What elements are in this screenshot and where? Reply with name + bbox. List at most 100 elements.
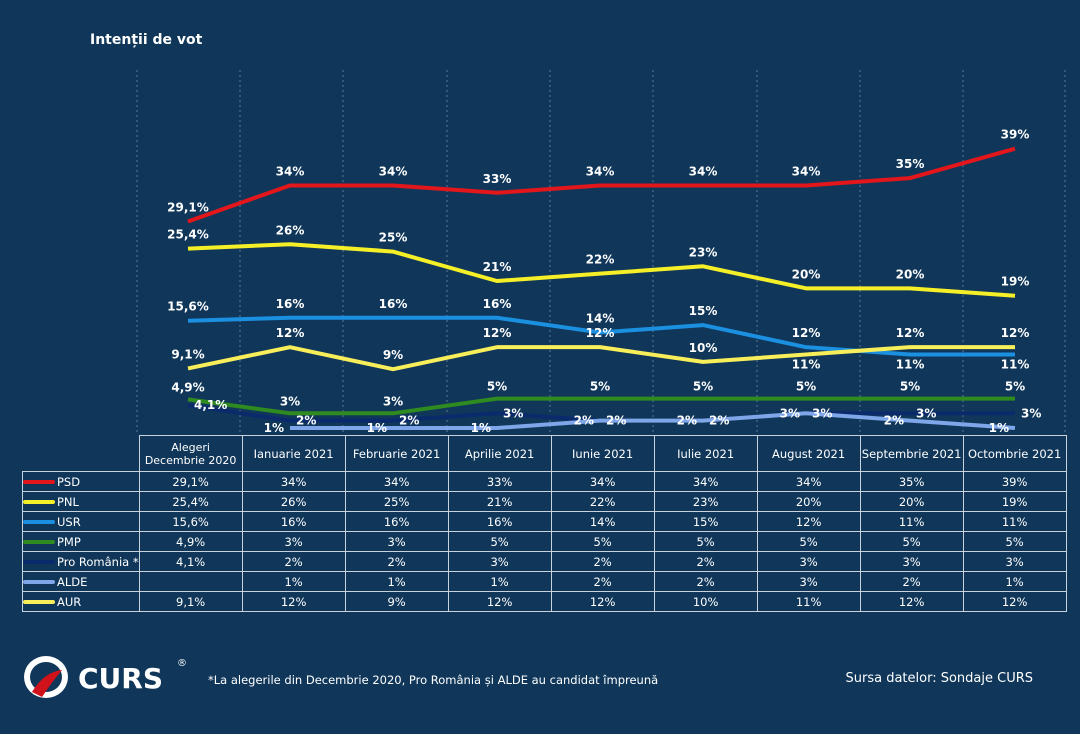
data-label: 2% — [709, 414, 729, 428]
data-label: 34% — [792, 164, 821, 178]
table-cell: 3% — [241, 531, 346, 552]
data-label: 9% — [383, 348, 403, 362]
data-label: 5% — [1005, 380, 1025, 394]
data-label: 14% — [586, 311, 615, 325]
table-cell: 20% — [859, 491, 964, 512]
data-label: 20% — [792, 267, 821, 281]
table-cell: 3% — [756, 571, 861, 592]
data-label: 3% — [916, 406, 936, 420]
series-line-alde — [290, 411, 1016, 430]
data-label: 16% — [379, 297, 408, 311]
data-label: 15% — [689, 304, 718, 318]
data-label: 33% — [483, 172, 512, 186]
svg-text:®: ® — [177, 658, 187, 669]
table-cell: 3% — [344, 531, 449, 552]
data-label: 34% — [586, 164, 615, 178]
table-cell: 10% — [653, 591, 758, 612]
table-cell: 11% — [962, 511, 1067, 532]
svg-text:CURS: CURS — [78, 662, 163, 695]
series-name: PNL — [57, 494, 79, 509]
series-legend: USR — [22, 511, 140, 532]
table-cell: 16% — [344, 511, 449, 532]
table-row: ALDE 1% 1% 1% 2% 2% 3% 2% 1% — [22, 571, 1067, 592]
table-cell: 2% — [550, 571, 655, 592]
series-name: PMP — [57, 534, 81, 549]
table-cell: 4,1% — [138, 551, 243, 572]
table-cell: 3% — [756, 551, 861, 572]
table-cell: 5% — [859, 531, 964, 552]
data-label: 22% — [586, 253, 615, 267]
column-header: Alegeri Decembrie 2020 — [138, 435, 243, 472]
data-label: 5% — [796, 380, 816, 394]
table-cell: 2% — [550, 551, 655, 572]
table-cell: 12% — [550, 591, 655, 612]
table-cell: 9,1% — [138, 591, 243, 612]
column-header: August 2021 — [756, 435, 861, 472]
table-cell: 1% — [962, 571, 1067, 592]
legend-swatch — [23, 480, 55, 484]
table-cell: 16% — [447, 511, 552, 532]
data-label: 29,1% — [167, 200, 209, 214]
table-cell: 34% — [344, 471, 449, 492]
data-label: 3% — [1021, 406, 1041, 420]
data-label: 34% — [689, 164, 718, 178]
series-legend: PNL — [22, 491, 140, 512]
table-cell: 19% — [962, 491, 1067, 512]
data-label: 11% — [1001, 358, 1030, 372]
legend-swatch — [23, 520, 55, 524]
table-cell: 5% — [653, 531, 758, 552]
column-header: Aprilie 2021 — [447, 435, 552, 472]
column-header: Iulie 2021 — [653, 435, 758, 472]
series-line-psd — [187, 146, 1016, 224]
table-cell: 34% — [550, 471, 655, 492]
data-label: 12% — [483, 326, 512, 340]
data-label: 2% — [606, 414, 626, 428]
series-name: ALDE — [57, 574, 88, 589]
table-cell: 12% — [756, 511, 861, 532]
legend-swatch — [23, 540, 55, 544]
data-label: 5% — [590, 380, 610, 394]
table-cell: 5% — [550, 531, 655, 552]
table-cell: 1% — [344, 571, 449, 592]
data-label: 2% — [884, 414, 904, 428]
column-header: Septembrie 2021 — [859, 435, 964, 472]
data-label: 1% — [264, 421, 284, 435]
table-row: PMP 4,9% 3% 3% 5% 5% 5% 5% 5% 5% — [22, 531, 1067, 552]
table-cell: 9% — [344, 591, 449, 612]
table-cell: 3% — [962, 551, 1067, 572]
series-legend: PSD — [22, 471, 140, 492]
data-label: 1% — [367, 421, 387, 435]
table-cell: 2% — [859, 571, 964, 592]
table-cell: 11% — [859, 511, 964, 532]
table-row: PSD 29,1% 34% 34% 33% 34% 34% 34% 35% 39% — [22, 471, 1067, 492]
header-blank — [23, 436, 140, 472]
data-label: 4,9% — [171, 380, 204, 394]
curs-logo: CURS ® — [24, 656, 187, 698]
table-cell: 29,1% — [138, 471, 243, 492]
data-label: 3% — [780, 406, 800, 420]
data-label: 12% — [1001, 326, 1030, 340]
table-cell: 5% — [447, 531, 552, 552]
chart-title: Intenții de vot — [90, 32, 203, 48]
data-label: 25% — [379, 231, 408, 245]
data-label: 5% — [487, 380, 507, 394]
table-cell: 11% — [756, 591, 861, 612]
footnote: *La alegerile din Decembrie 2020, Pro Ro… — [208, 673, 659, 687]
legend-swatch — [23, 600, 55, 604]
table-cell: 21% — [447, 491, 552, 512]
data-label: 1% — [471, 421, 491, 435]
data-table: Alegeri Decembrie 2020 Ianuarie 2021 Febru… — [22, 435, 1067, 612]
legend-swatch — [23, 580, 55, 584]
data-label: 26% — [276, 223, 305, 237]
table-cell: 33% — [447, 471, 552, 492]
series-line-pnl — [187, 242, 1016, 298]
data-label: 23% — [689, 245, 718, 259]
table-cell: 2% — [241, 551, 346, 572]
table-cell: 15,6% — [138, 511, 243, 532]
series-legend: Pro România * — [22, 551, 140, 572]
data-label: 11% — [896, 358, 925, 372]
data-label: 2% — [296, 414, 316, 428]
data-label: 12% — [586, 326, 615, 340]
data-label: 12% — [792, 326, 821, 340]
data-label: 25,4% — [167, 228, 209, 242]
